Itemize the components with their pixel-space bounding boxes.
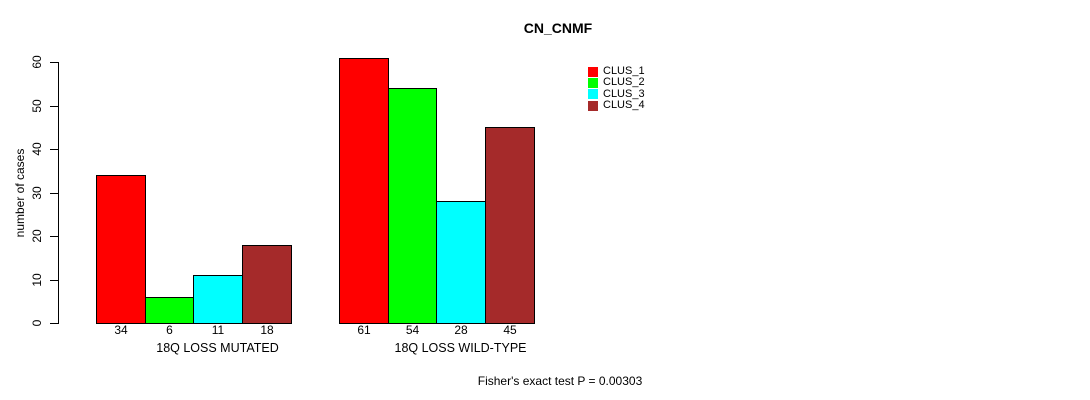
y-tick	[50, 280, 58, 281]
legend-item-label: CLUS_4	[603, 99, 645, 112]
y-tick-label: 10	[30, 273, 44, 287]
legend-item-label: CLUS_3	[603, 87, 645, 100]
bar-clus_3-1	[193, 275, 243, 324]
bar-value-label: 54	[405, 323, 420, 337]
y-tick	[50, 323, 58, 324]
bar-clus_2-1	[145, 297, 194, 324]
y-axis-label: number of cases	[13, 148, 27, 238]
legend-item-clus_1: CLUS_1	[588, 66, 645, 77]
y-tick-label: 20	[30, 229, 44, 243]
bar-clus_2-2	[388, 88, 437, 324]
bar-value-label: 6	[166, 323, 173, 337]
legend-swatch-icon	[588, 100, 598, 111]
bar-clus_4-2	[485, 127, 535, 324]
y-tick-label: 50	[30, 99, 44, 113]
legend-item-clus_4: CLUS_4	[588, 100, 645, 111]
group-label: 18Q LOSS MUTATED	[156, 341, 279, 355]
y-tick-label: 40	[30, 142, 44, 156]
legend-item-label: CLUS_2	[603, 76, 645, 89]
bar-value-label: 34	[114, 323, 128, 337]
legend-item-clus_2: CLUS_2	[588, 77, 645, 88]
chart-title: CN_CNMF	[523, 20, 593, 36]
legend: CLUS_1 CLUS_2 CLUS_3 CLUS_4	[588, 66, 645, 111]
legend-swatch-icon	[588, 77, 598, 88]
bar-value-label: 18	[260, 323, 274, 337]
y-tick	[50, 106, 58, 107]
bar-clus_3-2	[436, 201, 486, 324]
y-tick-label: 30	[30, 186, 44, 200]
y-tick	[50, 149, 58, 150]
bar-clus_4-1	[242, 245, 292, 324]
y-tick	[50, 236, 58, 237]
bar-clus_1-2	[339, 58, 389, 324]
y-tick	[50, 193, 58, 194]
legend-item-clus_3: CLUS_3	[588, 87, 645, 100]
annotation-text: Fisher's exact test P = 0.00303	[477, 374, 643, 388]
y-tick-label: 60	[30, 55, 44, 69]
bar-value-label: 61	[357, 323, 371, 337]
group-label: 18Q LOSS WILD-TYPE	[394, 341, 527, 355]
y-tick	[50, 62, 58, 63]
legend-swatch-icon	[588, 89, 598, 100]
bar-value-label: 28	[454, 323, 468, 337]
legend-swatch-icon	[588, 66, 598, 77]
bar-clus_1-1	[96, 175, 146, 324]
y-tick-label: 0	[30, 319, 44, 327]
legend-item-label: CLUS_1	[603, 65, 645, 78]
y-axis-line	[58, 62, 59, 324]
bar-value-label: 45	[503, 323, 517, 337]
bar-value-label: 11	[211, 323, 225, 337]
